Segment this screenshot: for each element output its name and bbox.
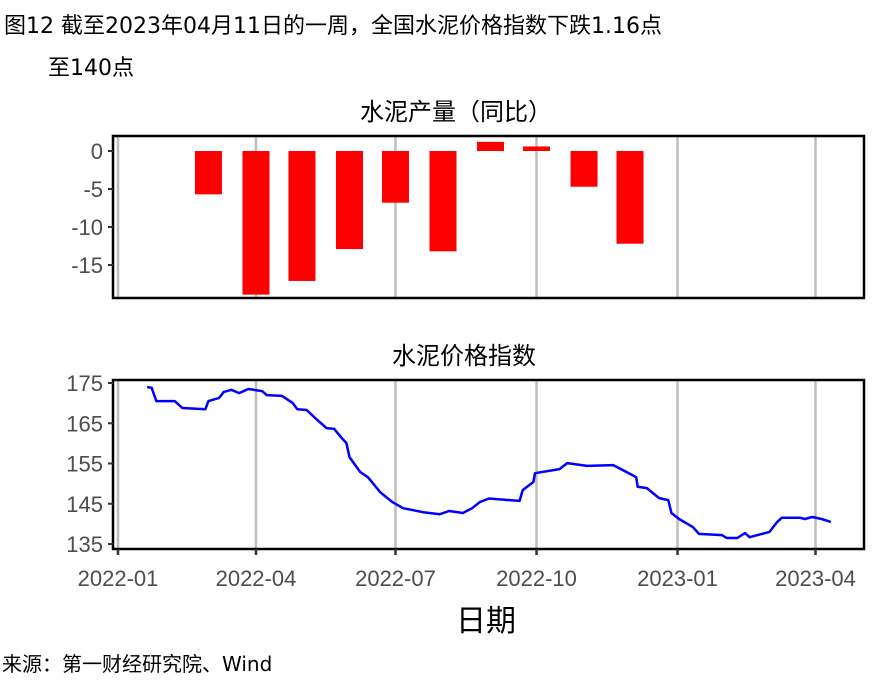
x-axis-label: 日期: [456, 604, 516, 639]
x-tick-label: 2022-04: [216, 566, 297, 591]
y-tick-label: -10: [71, 215, 103, 240]
bar-2022-07-01: [381, 151, 409, 203]
bar-2022-03-01: [194, 151, 222, 195]
x-tick-label: 2022-07: [355, 566, 436, 591]
line-chart-title: 水泥价格指数: [392, 342, 536, 370]
bar-2022-12-01: [616, 151, 644, 244]
y-tick-label: 165: [66, 411, 103, 436]
x-tick-label: 2023-01: [637, 566, 718, 591]
line-plot-panel: [113, 380, 864, 549]
price-index-line: [146, 385, 832, 540]
y-tick-label: 135: [66, 532, 103, 557]
bar-2022-09-01: [477, 141, 505, 151]
bar-2022-08-01: [429, 151, 457, 252]
bar-2022-04-01: [242, 151, 270, 295]
y-tick-label: 0: [91, 139, 103, 164]
source-note: 来源：第一财经研究院、Wind: [2, 652, 273, 676]
bar-2022-06-01: [335, 151, 363, 250]
bar-plot-frame: [111, 134, 866, 300]
figure-title-line1: 图12 截至2023年04月11日的一周，全国水泥价格指数下跌1.16点: [4, 14, 662, 39]
y-tick-label: -15: [71, 253, 103, 278]
bar-2022-05-01: [288, 151, 316, 281]
bar-plot-panel: [113, 136, 864, 298]
x-tick-label: 2022-01: [78, 566, 159, 591]
bar-chart-title: 水泥产量（同比）: [360, 98, 552, 126]
bar-2022-11-01: [570, 151, 598, 187]
x-tick-label: 2023-04: [775, 566, 856, 591]
x-tick-label: 2022-10: [496, 566, 577, 591]
y-tick-label: 145: [66, 492, 103, 517]
bar-2022-10-01: [523, 146, 551, 151]
figure-title-line2: 至140点: [48, 56, 134, 81]
y-tick-label: 175: [66, 371, 103, 396]
y-tick-label: -5: [83, 177, 103, 202]
y-tick-label: 155: [66, 452, 103, 477]
